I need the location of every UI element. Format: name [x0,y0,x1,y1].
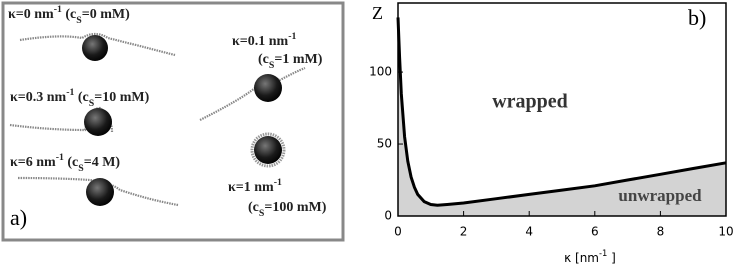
y-axis-label: Z [372,3,383,23]
text-part: -1 [56,152,64,163]
sphere [254,136,282,164]
text-part: S [78,163,84,174]
x-tick-label: 4 [525,225,533,239]
text-part: =100 mM) [264,200,326,215]
sphere [84,108,112,136]
panel-label: a) [10,205,27,230]
sphere [82,35,108,61]
wrapped-rod [250,132,286,168]
text-part: -1 [274,177,282,188]
panel-label: b) [688,5,706,30]
label-line: κ=1 nm-1 [228,177,282,195]
text-part: ] [607,251,616,265]
text-part: =4 M) [84,155,121,170]
label-line: κ=0.3 nm-1 (cS=10 mM) [10,87,150,109]
text-part: S [76,15,82,26]
text-part: S [269,60,275,71]
panel-frame [1,1,345,242]
x-tick-label: 10 [718,225,733,239]
sphere [86,178,114,206]
x-axis-label: κ [nm-1 ] [564,248,616,265]
x-tick-label: 2 [460,225,468,239]
text-part: S [259,208,265,219]
x-tick-label: 0 [394,225,402,239]
x-tick-label: 8 [657,225,665,239]
text-part: (c [74,90,88,105]
rod [199,66,306,121]
label-line: (cS=1 mM) [258,52,323,71]
area-below [398,17,726,217]
text-part: κ=0.3 nm [10,90,67,105]
y-tick-label: 0 [384,209,392,223]
text-part: S [89,98,95,109]
panel-a: a) κ=0 nm-1 (cS=0 mM)κ=0.1 nm-1(cS=1 mM)… [1,1,345,242]
y-tick-label: 100 [369,65,392,79]
text-part: =0 mM) [82,7,130,22]
text-part: -1 [66,87,74,98]
text-part: κ=6 nm [10,155,56,170]
text-part: (c [258,52,269,67]
rod [19,32,176,57]
y-tick-label: 50 [377,137,392,151]
label-line: (cS=100 mM) [248,200,327,219]
text-part: -1 [288,31,296,42]
line [396,17,727,207]
x-tick-label: 6 [591,225,599,239]
text-part: κ=0 nm [8,7,54,22]
text-part: κ [nm [564,251,599,265]
text-part: (c [64,155,78,170]
plot-frame [397,2,727,217]
text-part: κ=1 nm [228,180,274,195]
text-part: =1 mM) [274,52,322,67]
label-line: κ=0.1 nm-1 [232,31,296,49]
text-part: -1 [599,248,607,258]
text-part: (c [62,7,76,22]
annotation: unwrapped [618,186,702,205]
text-part: =10 mM) [94,90,149,105]
text-part: κ=0.1 nm [232,34,289,49]
text-part: (c [248,200,259,215]
label-line: κ=6 nm-1 (cS=4 M) [10,152,120,174]
sphere [254,74,282,102]
text-part: -1 [54,4,62,15]
label-line: κ=0 nm-1 (cS=0 mM) [8,4,130,26]
annotation: wrapped [492,91,568,113]
